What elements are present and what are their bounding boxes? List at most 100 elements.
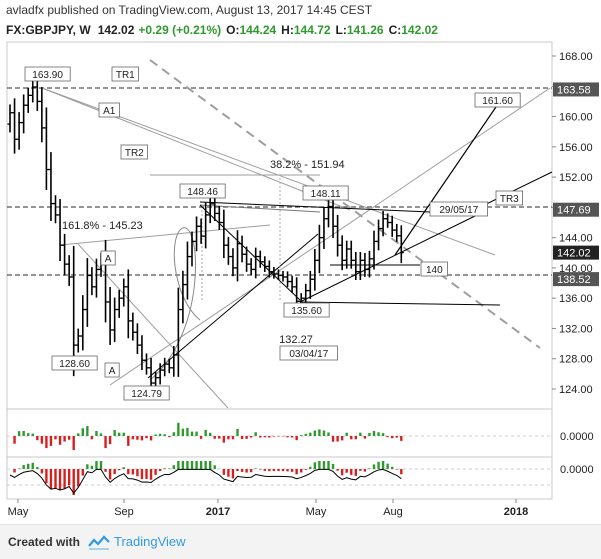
- ohlc-bar: [89, 267, 95, 296]
- price-tag-box: [553, 82, 599, 97]
- ohlc-bar: [235, 230, 240, 282]
- price-axis: 168.00164.00160.00156.00152.00148.00144.…: [552, 51, 593, 396]
- y-axis-label: 144.00: [559, 233, 593, 245]
- fib-38-label: 38.2% - 151.94: [270, 159, 345, 171]
- ohlc-bar: [371, 230, 377, 270]
- ohlc-bar: [80, 295, 86, 351]
- ohlc-bar: [321, 207, 327, 249]
- rising-channel-line: [109, 87, 551, 386]
- ohlc-bar: [366, 250, 372, 278]
- fib-161-line: [59, 224, 271, 246]
- open-value: 144.24: [239, 23, 276, 37]
- ohlc-bar: [344, 240, 350, 269]
- ohlc-bar: [357, 252, 363, 281]
- label-135-60: 135.60: [291, 306, 322, 317]
- ohlc-bar: [203, 202, 209, 249]
- price-tag-label: 138.52: [557, 274, 591, 286]
- ohlc-bar: [280, 270, 286, 282]
- x-axis-label: May: [8, 506, 29, 518]
- ohlc-bar: [285, 271, 291, 288]
- label-a-lower-box: [104, 362, 120, 378]
- label-date-03-04-17: 03/04/17: [289, 349, 328, 360]
- ohlc-bar: [84, 258, 90, 327]
- a1-trendline: [41, 87, 351, 211]
- label-tr1: TR1: [116, 70, 135, 81]
- support-line-b: [299, 215, 476, 303]
- ohlc-bar: [184, 241, 190, 300]
- x-axis-label: 2017: [206, 506, 230, 518]
- y-axis-label: 136.00: [559, 293, 593, 305]
- ohlc-bar: [335, 214, 341, 257]
- support-line-a: [147, 233, 319, 379]
- ohlc-bar: [66, 255, 72, 286]
- price-tag-box: [553, 272, 599, 287]
- created-with-label: Created with: [8, 535, 81, 549]
- ohlc-bar: [16, 112, 22, 150]
- ohlc-bar: [207, 195, 213, 224]
- ohlc-bar: [125, 269, 131, 339]
- label-132-27: 132.27: [279, 334, 313, 346]
- ohlc-bar: [134, 323, 140, 355]
- indicator-2-value-label: 0.0000: [560, 464, 594, 476]
- price-tag-label: 147.69: [557, 205, 591, 217]
- label-148-11-box: [302, 185, 349, 201]
- label-a1: A1: [103, 106, 116, 117]
- ohlc-bar: [376, 219, 382, 251]
- ohlc-bar: [25, 87, 31, 113]
- footer-bar: Created with TradingView: [0, 524, 601, 559]
- y-axis-label: 152.00: [559, 172, 593, 184]
- ohlc-bar: [194, 216, 200, 252]
- wedge-upper-line: [199, 204, 301, 301]
- indicator-2-tag-box: [553, 462, 599, 476]
- label-148-46: 148.46: [187, 187, 218, 198]
- ohlc-bar: [30, 79, 36, 103]
- indicator-2-signal-line: [9, 468, 402, 495]
- symbol-label: FX:GBPJPY, W: [6, 23, 91, 37]
- ohlc-bar: [53, 195, 58, 224]
- low-horizontal-line: [299, 301, 501, 306]
- x-axis-label: 2018: [504, 506, 528, 518]
- ohlc-bar: [330, 194, 336, 238]
- tradingview-brand-link[interactable]: TradingView: [114, 534, 186, 549]
- price-chart[interactable]: avladfx published on TradingView.com, Au…: [0, 0, 601, 524]
- ohlc-bar: [221, 209, 227, 259]
- ohlc-bar: [248, 258, 254, 276]
- ohlc-bar: [257, 250, 263, 268]
- price-tag-box: [553, 245, 599, 260]
- price-label: 142.02: [98, 23, 135, 37]
- label-140: 140: [426, 265, 443, 276]
- close-value: 142.02: [401, 23, 438, 37]
- published-line: avladfx published on TradingView.com, Au…: [6, 3, 373, 17]
- label-date-03-04-17-box: [279, 345, 338, 361]
- x-axis-label: May: [306, 506, 327, 518]
- curve-arc: [149, 227, 201, 381]
- ohlc-bar: [48, 152, 54, 221]
- ohlc-bar: [312, 248, 318, 291]
- label-135-60-box: [283, 302, 330, 318]
- ohlc-bar: [107, 286, 113, 345]
- ohlc-bar: [7, 104, 13, 133]
- ohlc-bar: [239, 235, 245, 263]
- label-128-60-box: [51, 355, 98, 371]
- x-axis-label: Aug: [383, 506, 403, 518]
- label-tr1-box: [111, 66, 140, 82]
- annotation-labels: 163.90 148.46 148.11 135.60 128.60 124.79 161.…: [24, 66, 524, 401]
- ohlc-bar: [75, 328, 81, 353]
- label-date-29-05-17-box: [429, 201, 488, 217]
- close-label: C:: [389, 23, 402, 37]
- y-axis-label: 160.00: [559, 112, 593, 124]
- ohlc-header: FX:GBPJPY, W 142.02 +0.29 (+0.21%) O:144.24…: [6, 23, 438, 37]
- downtrend-dashed-line: [149, 59, 541, 349]
- ohlc-bar: [39, 87, 45, 143]
- y-axis-label: 168.00: [559, 51, 593, 63]
- ohlc-bar: [389, 215, 395, 237]
- label-a1-box: [98, 102, 120, 118]
- label-tr2-box: [120, 144, 149, 160]
- time-axis: May Sep 2017 May Aug 2018: [8, 499, 528, 518]
- indicator-2-histogram: 0.0000: [7, 461, 599, 495]
- label-163-90: 163.90: [32, 70, 63, 81]
- label-124-79: 124.79: [131, 389, 162, 400]
- y-axis-label: 140.00: [559, 263, 593, 275]
- label-161-60: 161.60: [482, 96, 513, 107]
- price-tag-label: 163.58: [557, 84, 591, 96]
